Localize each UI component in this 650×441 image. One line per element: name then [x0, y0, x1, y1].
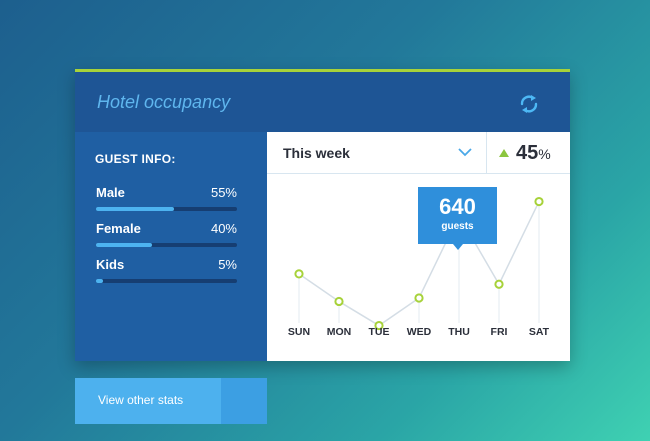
progress-fill	[96, 207, 174, 211]
stat-value: 55%	[210, 185, 237, 200]
card-title: Hotel occupancy	[97, 92, 231, 112]
card-header: Hotel occupancy	[75, 69, 570, 132]
period-selected: This week	[283, 145, 350, 161]
progress-fill	[96, 243, 153, 247]
value-tooltip: 640 guests	[418, 187, 497, 250]
x-tick-label: SAT	[529, 326, 550, 338]
view-other-stats-label: View other stats	[98, 393, 184, 407]
data-point[interactable]	[534, 196, 544, 207]
data-point[interactable]	[374, 320, 384, 331]
hotel-occupancy-card: Hotel occupancy GUEST INFO: Male 55% Fem…	[75, 69, 570, 424]
progress-track	[96, 207, 237, 211]
view-other-stats-button[interactable]: View other stats	[75, 378, 267, 424]
change-number: 45	[516, 142, 539, 164]
x-tick-label: MON	[327, 326, 352, 338]
occupancy-line-chart: SUN MON TUE WED THU FRI SAT	[288, 196, 550, 338]
tooltip-arrow	[453, 244, 463, 250]
change-unit: %	[538, 146, 551, 162]
arrow-up-icon	[499, 149, 509, 157]
guest-info-panel: GUEST INFO: Male 55% Female 40% Kids 5% …	[75, 132, 267, 424]
x-tick-label: THU	[448, 326, 470, 338]
stat-value: 5%	[218, 257, 237, 272]
progress-track	[96, 243, 237, 247]
tooltip-unit: guests	[441, 221, 474, 232]
stat-label: Female	[96, 221, 141, 236]
x-tick-label: TUE	[369, 326, 390, 338]
refresh-icon[interactable]	[518, 93, 540, 115]
stat-label: Male	[96, 185, 125, 200]
x-tick-label: SUN	[288, 326, 310, 338]
tooltip-value: 640	[439, 194, 476, 219]
change-value: 45%	[516, 142, 551, 165]
guest-info-title: GUEST INFO:	[95, 152, 176, 166]
chevron-down-icon[interactable]	[458, 147, 472, 157]
stat-value: 40%	[210, 221, 237, 236]
data-point[interactable]	[494, 279, 504, 289]
period-dropdown[interactable]: This week	[267, 132, 487, 174]
occupancy-chart-panel: This week 45% SUN MON TUE WED THU FRI SAT 640 …	[267, 132, 570, 361]
progress-fill	[96, 279, 104, 283]
change-indicator: 45%	[487, 132, 570, 174]
x-tick-label: FRI	[491, 326, 508, 338]
x-tick-label: WED	[407, 326, 432, 338]
data-point[interactable]	[294, 269, 304, 279]
stat-label: Kids	[96, 257, 125, 272]
button-edge[interactable]	[221, 378, 267, 424]
progress-track	[96, 279, 237, 283]
data-point[interactable]	[334, 296, 344, 307]
data-point[interactable]	[414, 293, 424, 303]
